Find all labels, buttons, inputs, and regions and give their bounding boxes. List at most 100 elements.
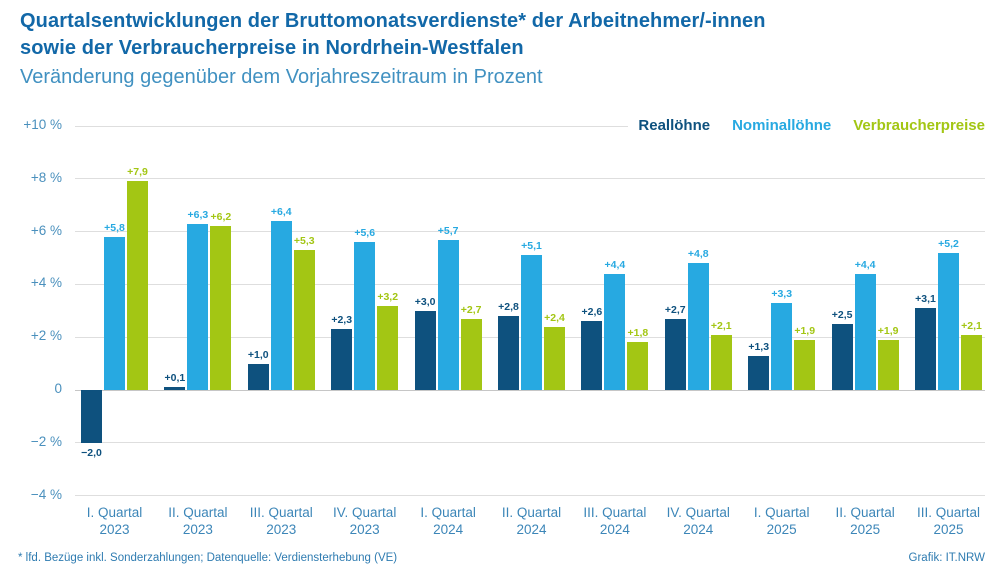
bar-value-label: +2,8 [498, 301, 519, 314]
bar-value-label: +1,0 [247, 348, 269, 361]
bar-value-label: +5,6 [354, 227, 376, 240]
bar [581, 321, 603, 390]
bar [81, 390, 102, 443]
bar-value-label: +7,9 [127, 166, 148, 179]
page-subtitle: Veränderung gegenüber dem Vorjahreszeitr… [20, 66, 543, 88]
bar [293, 250, 315, 390]
bar [831, 324, 853, 390]
x-axis-tick-year: 2023 [182, 522, 213, 537]
bar [687, 263, 709, 390]
bar [794, 339, 816, 390]
bar-value-label: +4,8 [687, 248, 709, 261]
x-axis-tick-label: II. Quartal 2023 [153, 504, 243, 538]
bar [127, 181, 148, 390]
bar [748, 355, 770, 390]
bar-value-label: +3,1 [915, 293, 936, 306]
bar-value-label: +3,0 [414, 295, 436, 308]
bar-value-label: +3,2 [377, 290, 399, 303]
gridline [75, 178, 985, 180]
x-axis-tick-year: 2023 [99, 522, 130, 537]
legend-item: Verbraucherpreise [853, 117, 985, 134]
gridline [75, 231, 985, 233]
bar-value-label: +5,2 [938, 237, 959, 250]
x-axis-tick-year: 2024 [433, 522, 464, 537]
bar [710, 334, 732, 390]
x-axis-tick-quarter: I. Quartal [86, 505, 143, 520]
y-axis-tick-label: 0 [54, 381, 62, 396]
bar-value-label: +5,8 [104, 221, 125, 234]
bar-value-label: +1,8 [627, 327, 649, 340]
bar [521, 255, 542, 390]
gridline [75, 389, 985, 391]
y-axis-tick-label: +10 % [23, 117, 62, 132]
x-axis-tick-quarter: II. Quartal [168, 505, 228, 520]
bar [331, 329, 353, 390]
bar-value-label: +6,4 [270, 206, 292, 219]
x-axis-tick-quarter: III. Quartal [583, 505, 647, 520]
x-axis-tick-year: 2025 [766, 522, 797, 537]
x-axis-tick-year: 2025 [933, 522, 964, 537]
bar [377, 305, 399, 390]
x-axis-tick-label: II. Quartal 2024 [487, 504, 577, 538]
bar-value-label: +2,1 [710, 319, 732, 332]
bar [938, 252, 959, 390]
bar-value-label: +1,9 [877, 324, 899, 337]
bar-value-label: +1,3 [748, 340, 770, 353]
bar [460, 318, 482, 390]
gridline [75, 495, 985, 497]
bar [498, 316, 519, 390]
x-axis-tick-quarter: III. Quartal [916, 505, 981, 520]
page-title-line1: Quartalsentwicklungen der Bruttomonatsve… [20, 10, 766, 32]
y-axis-tick-label: −2 % [30, 433, 62, 449]
bar [771, 302, 793, 390]
x-axis-tick-year: 2025 [850, 522, 881, 537]
bar-value-label: +2,7 [460, 303, 482, 316]
x-axis-tick-label: II. Quartal 2025 [820, 504, 910, 538]
x-axis-tick-quarter: IV. Quartal [666, 505, 730, 520]
bar [604, 273, 626, 390]
bar-value-label: +6,2 [210, 211, 232, 224]
bar-value-label: +6,3 [187, 208, 209, 221]
bar [544, 326, 565, 390]
x-axis-tick-label: I. Quartal 2023 [70, 504, 160, 538]
graphic-credit: Grafik: IT.NRW [908, 552, 985, 564]
bar-value-label: +2,3 [331, 314, 353, 327]
bar [437, 239, 459, 390]
chart-legend: Reallöhne Nominallöhne Verbraucherpreise [628, 117, 985, 134]
bar-value-label: +5,1 [521, 240, 542, 253]
x-axis-tick-quarter: III. Quartal [249, 505, 313, 520]
bar-value-label: +2,6 [581, 306, 603, 319]
x-axis-tick-year: 2023 [349, 522, 380, 537]
x-axis-tick-label: III. Quartal 2023 [236, 504, 326, 538]
bar-value-label: +5,7 [437, 224, 459, 237]
footnote: * lfd. Bezüge inkl. Sonderzahlungen; Dat… [18, 552, 398, 564]
x-axis-tick-quarter: II. Quartal [501, 505, 562, 520]
bar [877, 339, 899, 390]
page-title-line2: sowie der Verbraucherpreise in Nordrhein… [20, 37, 524, 59]
x-axis-tick-quarter: IV. Quartal [333, 505, 397, 520]
bar-value-label: +2,4 [544, 311, 565, 324]
bar-value-label: +1,9 [794, 324, 816, 337]
bar [664, 318, 686, 390]
x-axis-tick-label: III. Quartal 2024 [570, 504, 660, 538]
bar-value-label: +4,4 [604, 258, 626, 271]
bar-value-label: +3,3 [771, 287, 793, 300]
legend-item: Reallöhne [638, 117, 711, 134]
x-axis-tick-label: IV. Quartal 2023 [320, 504, 410, 538]
y-axis-tick-label: +8 % [30, 169, 62, 185]
bar-value-label: +0,1 [164, 372, 186, 385]
bar-value-label: −2,0 [81, 446, 102, 459]
x-axis-tick-year: 2023 [266, 522, 297, 537]
gridline [75, 125, 985, 127]
bar-value-label: +5,3 [293, 235, 315, 248]
bar [627, 342, 649, 390]
bar [164, 387, 186, 390]
x-axis-tick-year: 2024 [516, 522, 547, 537]
bar-value-label: +2,7 [664, 303, 686, 316]
gridline [75, 442, 985, 444]
bar-value-label: +4,4 [854, 258, 876, 271]
y-axis-tick-label: +2 % [30, 328, 62, 344]
bar-value-label: +2,1 [961, 319, 982, 332]
